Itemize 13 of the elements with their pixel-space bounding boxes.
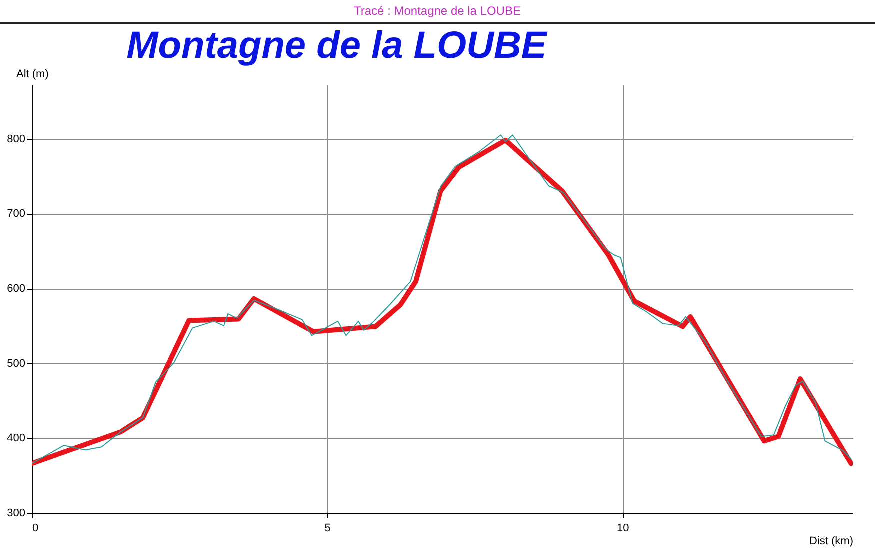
y-axis-title: Alt (m) [16,68,49,80]
chart-title: Montagne de la LOUBE [126,25,548,67]
x-tick-label: 5 [324,522,331,534]
chart-subtitle: Tracé : Montagne de la LOUBE [0,0,875,24]
y-tick-label: 600 [7,283,26,296]
y-tick-label: 300 [7,508,26,520]
y-tick-label: 400 [7,432,26,445]
y-tick-label: 700 [7,208,26,220]
y-tick-label: 500 [7,358,26,370]
y-tick-label: 800 [7,133,26,146]
x-tick-label: 10 [617,522,630,534]
x-axis-title: Dist (km) [810,536,854,548]
x-tick-label: 0 [32,522,39,534]
